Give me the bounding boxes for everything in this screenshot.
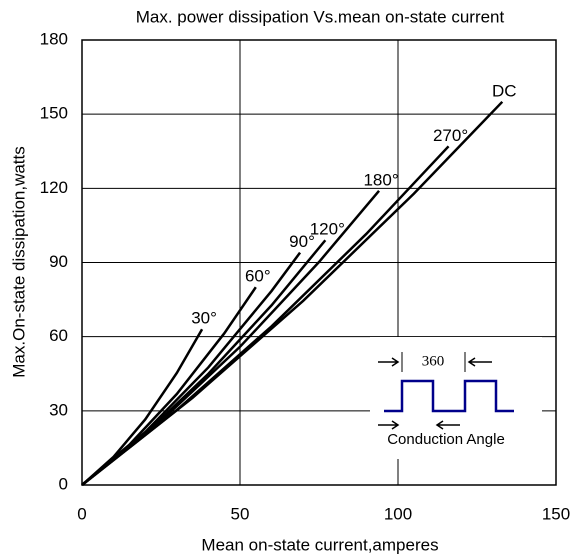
y-tick-label: 0 <box>59 474 68 493</box>
series-label: 90° <box>289 232 315 251</box>
chart-title: Max. power dissipation Vs.mean on-state … <box>136 7 505 26</box>
curve <box>81 328 204 486</box>
inset-waveform: 360 Conduction Angle <box>370 337 542 459</box>
annotation: 360 <box>422 353 445 369</box>
x-tick-label: 100 <box>384 504 412 523</box>
x-tick-label: 0 <box>77 504 86 523</box>
curve <box>81 100 504 486</box>
y-tick-label: 90 <box>49 252 68 271</box>
x-tick-label: 150 <box>542 504 570 523</box>
y-tick-label: 150 <box>40 104 68 123</box>
arrow <box>435 420 460 430</box>
x-tick-label: 50 <box>231 504 250 523</box>
y-tick-label: 60 <box>49 326 68 345</box>
annotation: Conduction Angle <box>387 431 505 448</box>
curve <box>81 239 327 486</box>
square-wave <box>384 379 514 413</box>
curve <box>81 251 302 486</box>
x-axis-label: Mean on-state current,amperes <box>201 535 438 554</box>
arrow <box>378 357 400 367</box>
y-tick-label: 120 <box>40 178 68 197</box>
arrow <box>467 357 492 367</box>
y-tick-label: 180 <box>40 29 68 48</box>
series-label: 270° <box>433 126 468 145</box>
y-tick-label: 30 <box>49 400 68 419</box>
series-label: 30° <box>191 309 217 328</box>
inset-background <box>370 337 542 459</box>
series-label: 120° <box>310 220 345 239</box>
series-label: 180° <box>363 170 398 189</box>
series-label: DC <box>492 81 517 100</box>
arrow <box>378 420 400 430</box>
y-axis-label: Max.On-state dissipation,watts <box>9 146 28 377</box>
plot-border <box>81 39 557 486</box>
series-label: 60° <box>245 267 271 286</box>
